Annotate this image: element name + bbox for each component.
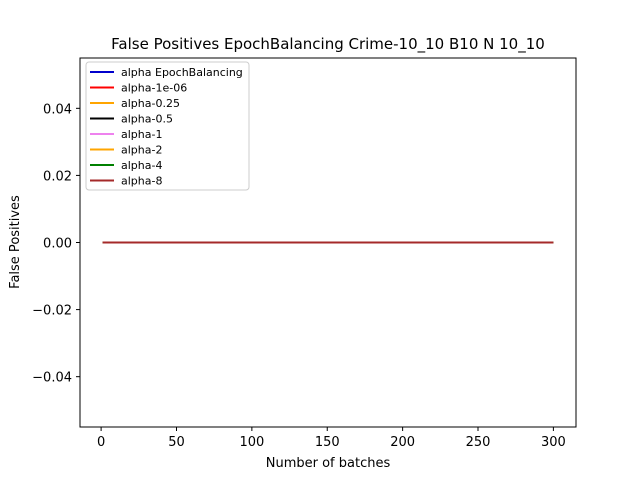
- x-tick-label: 150: [315, 435, 340, 450]
- legend-label: alpha-1: [121, 128, 162, 141]
- y-tick-label: 0.02: [43, 169, 72, 184]
- legend: alpha EpochBalancing alpha-1e-06 alpha-0.2…: [85, 61, 250, 191]
- legend-label: alpha-1e-06: [121, 82, 187, 95]
- x-tick-label: 100: [239, 435, 264, 450]
- x-tick-label: 0: [97, 435, 105, 450]
- legend-box: [85, 61, 250, 191]
- legend-label: alpha-4: [121, 159, 162, 172]
- y-tick-label: −0.02: [32, 304, 72, 319]
- chart-title: False Positives EpochBalancing Crime-10_…: [111, 35, 545, 54]
- x-tick-label: 250: [466, 435, 491, 450]
- legend-label: alpha EpochBalancing: [121, 66, 243, 79]
- x-tick-label: 300: [541, 435, 566, 450]
- legend-label: alpha-8: [121, 175, 162, 188]
- y-tick-label: −0.04: [32, 371, 72, 386]
- legend-label: alpha-2: [121, 144, 162, 157]
- x-tick-label: 50: [168, 435, 185, 450]
- legend-label: alpha-0.5: [121, 113, 173, 126]
- x-axis-label: Number of batches: [266, 456, 391, 471]
- y-tick-label: 0.00: [43, 237, 72, 252]
- y-tick-label: 0.04: [43, 102, 72, 117]
- y-axis: −0.04 −0.02 0.00 0.02 0.04: [32, 102, 80, 386]
- legend-label: alpha-0.25: [121, 97, 180, 110]
- x-axis: 0 50 100 150 200 250 300: [97, 427, 566, 450]
- y-axis-label: False Positives: [8, 195, 23, 289]
- x-tick-label: 200: [390, 435, 415, 450]
